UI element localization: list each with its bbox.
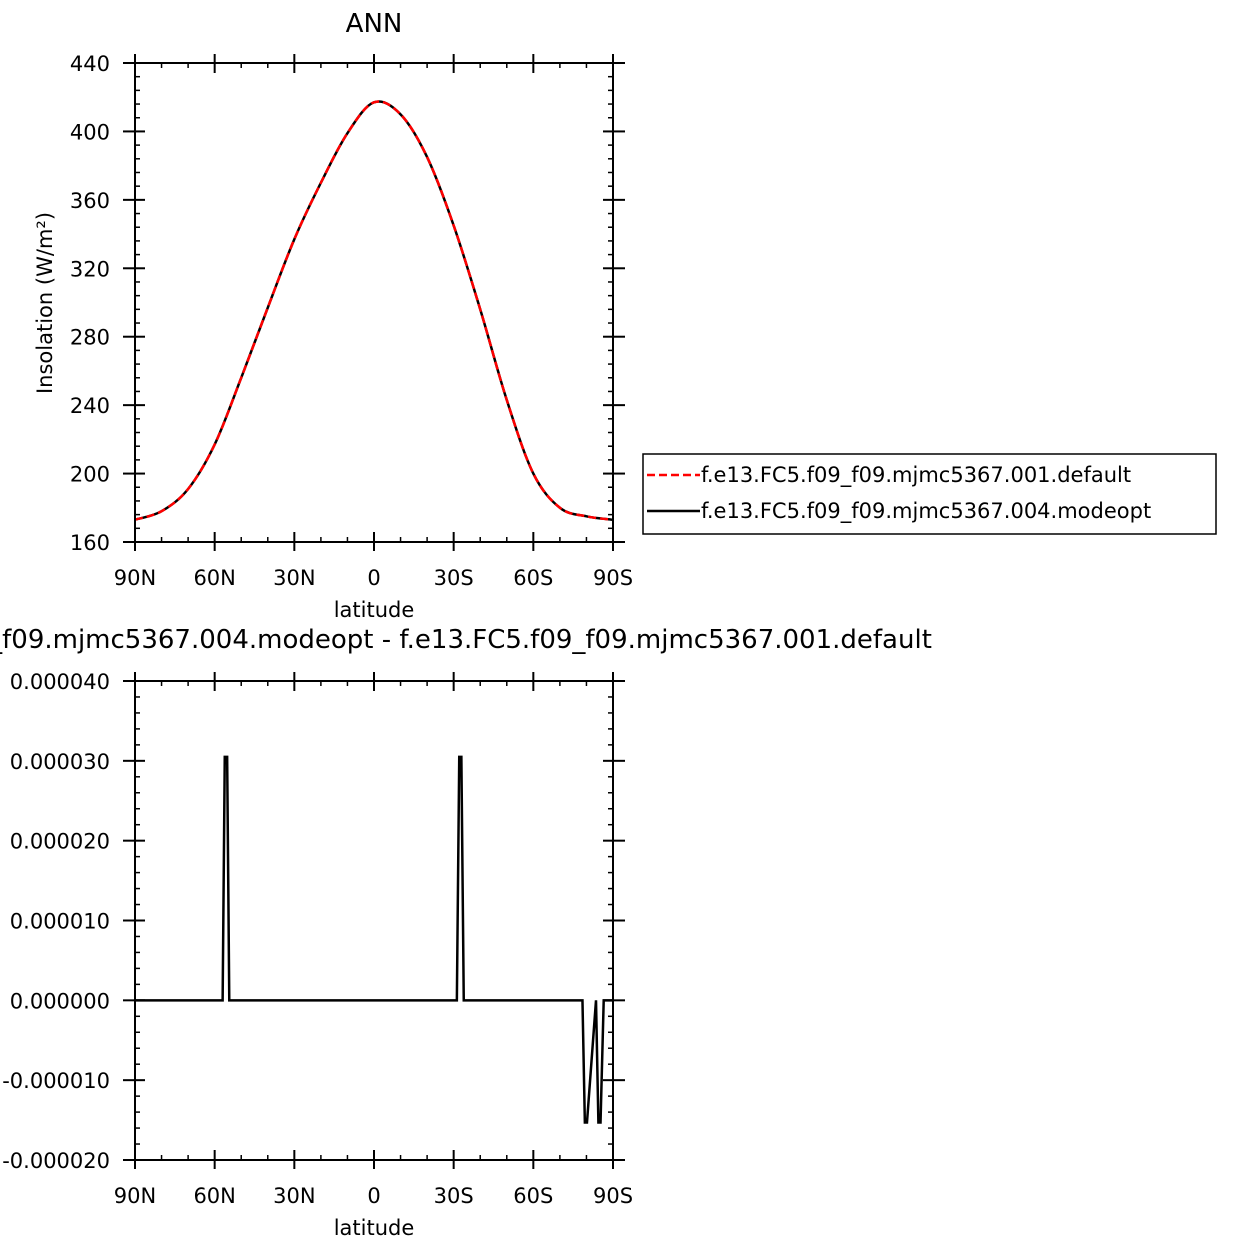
top-x-tick-label: 90N — [114, 566, 156, 590]
top-y-tick-label: 160 — [70, 531, 110, 555]
top-y-tick-label: 240 — [70, 394, 110, 418]
top-x-tick-label: 60N — [193, 566, 235, 590]
bottom-y-tick-label: -0.000010 — [2, 1069, 110, 1093]
bottom-plot-frame — [134, 680, 614, 1161]
bottom-y-tick-label: 0.000020 — [10, 830, 110, 854]
top-y-tick-label: 360 — [70, 189, 110, 213]
bottom-series — [135, 755, 613, 1124]
bottom-x-tick-label: 60S — [513, 1184, 553, 1208]
top-plot-frame — [134, 62, 614, 543]
top-series-line-1 — [134, 100, 614, 522]
difference-chart-title: f.e13.FC5.f09_f09.mjmc5367.004.modeopt -… — [0, 625, 932, 655]
top-x-tick-label: 30N — [273, 566, 315, 590]
bottom-x-tick-label: 30S — [434, 1184, 474, 1208]
top-y-tick-label: 400 — [70, 120, 110, 144]
bottom-x-tick-label: 90S — [593, 1184, 633, 1208]
top-x-tick-label: 90S — [593, 566, 633, 590]
x-axis-label: latitude — [334, 598, 415, 622]
top-x-tick-label: 30S — [434, 566, 474, 590]
x-axis-label: latitude — [334, 1216, 415, 1240]
bottom-x-tick-label: 60N — [193, 1184, 235, 1208]
insolation-panel: ANN 90N 60N 30N 0 30S 60S 90S 160 200 240 280 320 36… — [33, 9, 1217, 622]
bottom-y-tick-label: 0.000030 — [10, 750, 110, 774]
top-series — [134, 100, 614, 522]
bottom-y-tick-label: 0.000000 — [10, 989, 110, 1013]
bottom-x-tick-label: 0 — [367, 1184, 380, 1208]
top-y-tick-label: 200 — [70, 463, 110, 487]
bottom-series-line-1 — [135, 755, 613, 1124]
legend: f.e13.FC5.f09_f09.mjmc5367.001.default f… — [642, 453, 1217, 535]
top-y-tick-label: 440 — [70, 52, 110, 76]
top-y-tick-label: 280 — [70, 326, 110, 350]
bottom-axes: 90N 60N 30N 0 30S 60S 90S -0.000020 -0.000010 0.0… — [2, 670, 633, 1208]
bottom-x-tick-label: 90N — [114, 1184, 156, 1208]
top-x-tick-label: 60S — [513, 566, 553, 590]
top-x-tick-label: 0 — [367, 566, 380, 590]
legend-label-default: f.e13.FC5.f09_f09.mjmc5367.001.default — [701, 463, 1131, 488]
bottom-y-tick-label: 0.000040 — [10, 670, 110, 694]
legend-box — [642, 453, 1217, 535]
top-series-line-2 — [134, 100, 614, 522]
legend-label-modeopt: f.e13.FC5.f09_f09.mjmc5367.004.modeopt — [701, 499, 1151, 524]
top-axes: 90N 60N 30N 0 30S 60S 90S 160 200 240 280 320 360 400… — [70, 52, 633, 590]
bottom-x-tick-label: 30N — [273, 1184, 315, 1208]
bottom-y-tick-label: 0.000010 — [10, 910, 110, 934]
difference-panel: f.e13.FC5.f09_f09.mjmc5367.004.modeopt -… — [0, 625, 932, 1240]
top-y-tick-label: 320 — [70, 257, 110, 281]
chart-title: ANN — [346, 9, 403, 39]
y-axis-label: Insolation (W/m²) — [33, 212, 57, 394]
bottom-y-tick-label: -0.000020 — [2, 1149, 110, 1173]
